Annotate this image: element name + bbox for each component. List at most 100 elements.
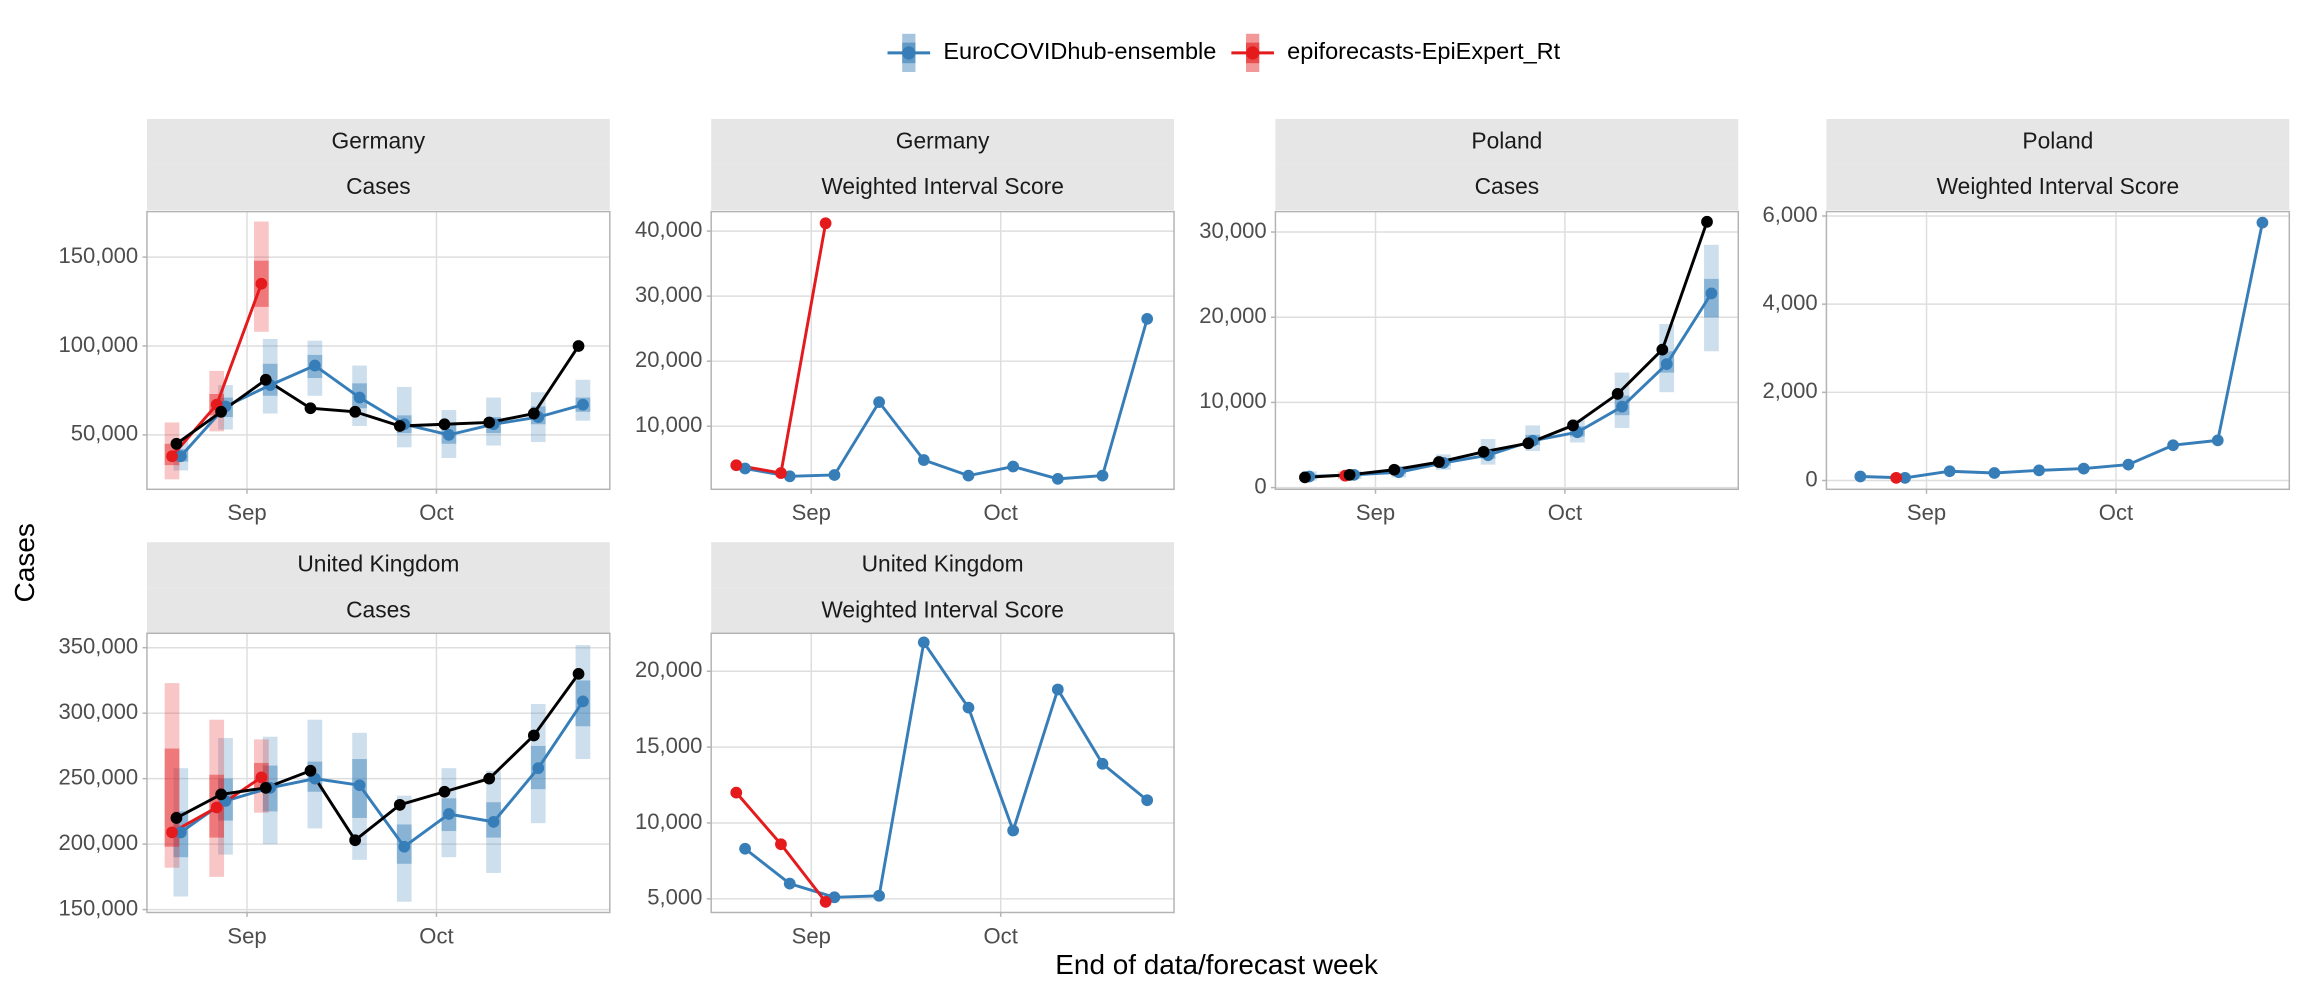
forecast-point: [443, 429, 455, 441]
y-tick-label: 100,000: [58, 332, 138, 357]
strip-label: Cases: [346, 596, 411, 622]
legend-dot: [902, 46, 916, 60]
forecast-point: [398, 840, 411, 853]
strip-label: United Kingdom: [862, 551, 1024, 577]
observed-line: [1304, 221, 1709, 479]
forecast-point: [1096, 757, 1109, 770]
y-tick-label: 10,000: [635, 809, 702, 834]
y-tick-label: 0: [1254, 473, 1266, 498]
y-tick-label: 0: [1805, 466, 1817, 491]
plot-border: [146, 632, 611, 914]
forecast-line: [744, 638, 1149, 899]
forecast-line: [179, 363, 584, 458]
observed-point: [215, 405, 227, 418]
strip: [1275, 119, 1739, 165]
observed-point: [1343, 468, 1356, 481]
observed-point: [304, 764, 317, 777]
forecast-point: [1705, 287, 1718, 300]
forecast-point: [308, 359, 321, 372]
strip-label: Cases: [346, 173, 411, 199]
observed-point: [1433, 456, 1445, 468]
y-tick-label: 30,000: [635, 282, 702, 307]
observed-point: [527, 407, 540, 420]
y-tick-label: 20,000: [635, 657, 702, 682]
plot-border: [710, 632, 1175, 914]
panel: United Kingdom Cases 150,000 200,000 250,000…: [58, 542, 611, 948]
y-tick-label: 5,000: [647, 885, 702, 910]
observed-line: [175, 345, 580, 445]
observed-point: [1611, 388, 1624, 400]
x-tick-label: Oct: [419, 923, 453, 948]
interval-95: [254, 221, 269, 332]
forecast-point: [730, 459, 743, 472]
forecast-point: [775, 838, 787, 851]
y-tick-label: 300,000: [58, 699, 138, 724]
x-tick-label: Sep: [1356, 500, 1395, 525]
strip: [146, 119, 610, 165]
plot-background: [146, 211, 610, 490]
forecast-point: [828, 469, 841, 481]
observed-point: [259, 373, 272, 386]
forecast-point: [739, 462, 751, 475]
y-tick-label: 20,000: [635, 347, 702, 372]
legend-dot: [1246, 46, 1260, 60]
forecast-point: [1890, 471, 1903, 484]
interval-95: [1659, 324, 1675, 393]
forecast-point: [1141, 313, 1154, 325]
strip-label: Cases: [1475, 173, 1540, 199]
plot-border: [1274, 210, 1740, 491]
observed-point: [170, 437, 183, 450]
observed-point: [1477, 445, 1490, 458]
panel: United Kingdom Weighted Interval Score 5,0…: [635, 542, 1175, 948]
observed-point: [349, 834, 362, 847]
y-tick-label: 2,000: [1762, 378, 1817, 403]
observed-point: [349, 405, 362, 418]
plot-border: [1825, 210, 2291, 491]
x-tick-label: Sep: [792, 923, 831, 948]
forecast-point: [783, 877, 796, 890]
observed-point: [393, 420, 406, 432]
forecast-point: [917, 636, 930, 649]
observed-point: [1656, 343, 1669, 356]
forecast-point: [1616, 400, 1628, 413]
observed-point: [1567, 419, 1579, 432]
forecast-point: [2077, 462, 2090, 475]
forecast-point: [174, 450, 187, 463]
strip: [1275, 164, 1739, 211]
x-tick-label: Oct: [419, 500, 453, 525]
strip: [146, 587, 610, 634]
x-tick-label: Sep: [792, 500, 831, 525]
y-axis-title: Cases: [9, 523, 40, 602]
forecast-point: [783, 470, 796, 483]
x-tick-label: Oct: [984, 500, 1018, 525]
forecast-point: [2211, 434, 2224, 447]
x-axis-title: End of data/forecast week: [1055, 949, 1378, 980]
strip: [1826, 119, 2290, 165]
forecast-line: [744, 318, 1149, 481]
forecast-point: [2033, 464, 2045, 477]
forecast-point: [1051, 473, 1064, 485]
strip: [711, 587, 1175, 634]
plot-border: [146, 210, 611, 491]
strip-label: Weighted Interval Score: [821, 173, 1064, 199]
observed-point: [483, 416, 496, 429]
observed-point: [259, 781, 272, 794]
strip-label: Weighted Interval Score: [821, 596, 1064, 622]
forecast-point: [1051, 683, 1064, 696]
forecast-point: [166, 826, 178, 839]
y-tick-label: 10,000: [635, 412, 702, 437]
forecast-point: [1943, 465, 1956, 478]
strip-label: Germany: [332, 128, 426, 154]
observed-point: [1388, 463, 1401, 476]
forecast-point: [917, 454, 930, 466]
forecast-point: [1988, 467, 2001, 479]
forecast-point: [353, 779, 366, 792]
y-tick-label: 6,000: [1762, 202, 1817, 227]
y-tick-label: 40,000: [635, 217, 702, 242]
y-tick-label: 200,000: [58, 830, 138, 855]
forecast-point: [255, 277, 268, 290]
forecast-point: [532, 762, 545, 775]
observed-point: [304, 402, 317, 415]
forecast-line: [1860, 222, 2264, 480]
